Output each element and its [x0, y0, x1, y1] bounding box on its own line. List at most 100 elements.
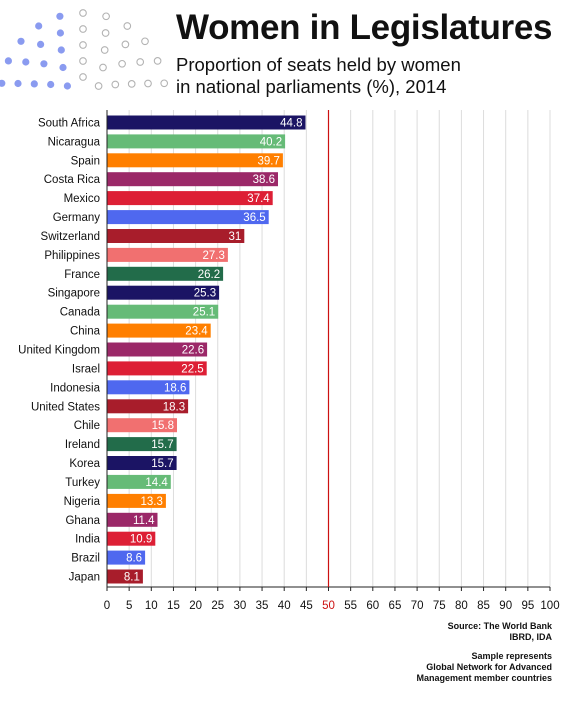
bar [107, 531, 156, 546]
x-tick-label: 75 [433, 600, 446, 612]
seat-dot [22, 58, 30, 66]
x-tick-label: 45 [300, 600, 313, 612]
category-label: Nigeria [64, 496, 101, 508]
x-tick-label: 80 [455, 600, 468, 612]
category-label: Canada [60, 307, 101, 319]
category-label: China [70, 326, 101, 338]
seat-dot [56, 12, 64, 20]
chart-title: Women in Legislatures [176, 8, 553, 47]
x-tick-label: 70 [411, 600, 424, 612]
x-tick-label: 55 [344, 600, 357, 612]
category-label: Japan [69, 572, 100, 584]
bar [107, 172, 278, 187]
category-label: Ghana [65, 515, 100, 527]
seat-dot [40, 60, 48, 68]
x-tick-label: 60 [366, 600, 379, 612]
bar-value-label: 27.3 [203, 250, 225, 262]
chart-subtitle-line-2: in national parliaments (%), 2014 [176, 76, 447, 97]
bar [107, 153, 283, 168]
category-label: India [75, 534, 101, 546]
seat-dot [56, 29, 64, 37]
bar [107, 115, 306, 130]
seat-dot [101, 29, 110, 37]
category-label: Costa Rica [44, 174, 101, 186]
bar [107, 569, 143, 584]
note-line-1: Sample represents [471, 651, 552, 661]
bar-value-label: 18.6 [164, 382, 186, 394]
bar-value-label: 37.4 [247, 193, 270, 205]
x-tick-label: 50 [322, 600, 335, 612]
bar-value-label: 31 [229, 231, 242, 243]
bar-value-label: 15.7 [151, 458, 173, 470]
category-label: South Africa [38, 118, 101, 130]
seat-dot [160, 79, 169, 88]
category-label: Nicaragua [48, 136, 101, 148]
category-label: Ireland [65, 439, 100, 451]
seat-dot [57, 46, 65, 54]
bar [107, 285, 220, 300]
bar [107, 304, 219, 319]
seat-dot [35, 22, 43, 30]
category-label: United States [31, 401, 100, 413]
bar-value-label: 15.8 [152, 420, 174, 432]
category-label: France [64, 269, 100, 281]
category-label: Switzerland [41, 231, 100, 243]
bar [107, 493, 166, 508]
bar [107, 247, 228, 262]
bar [107, 456, 177, 470]
bar [107, 229, 245, 243]
source-line-2: IBRD, IDA [509, 632, 553, 642]
bar-value-label: 38.6 [253, 174, 275, 186]
category-label: Indonesia [50, 382, 100, 394]
bar [107, 210, 269, 225]
seat-dot [30, 80, 38, 88]
category-label: Singapore [48, 288, 100, 300]
seat-dot [118, 59, 126, 68]
bar [107, 437, 177, 452]
seat-dot [100, 46, 109, 54]
x-tick-label: 5 [126, 600, 132, 612]
seat-dot [63, 82, 71, 90]
x-tick-label: 30 [234, 600, 247, 612]
seat-dot [153, 57, 162, 65]
bar [107, 323, 211, 338]
note-line-3: Management member countries [416, 673, 552, 683]
seat-dot [14, 79, 22, 88]
bar-value-label: 39.7 [258, 155, 280, 167]
bar [107, 361, 207, 376]
bar [107, 418, 177, 433]
x-tick-label: 15 [167, 600, 180, 612]
category-label: United Kingdom [18, 345, 100, 357]
bar-value-label: 11.4 [133, 515, 155, 527]
bar [107, 191, 273, 206]
seat-dot [17, 37, 25, 45]
seat-dot [0, 79, 6, 87]
seat-dot [79, 41, 87, 49]
seat-dot [141, 37, 149, 46]
bar [107, 266, 224, 281]
seat-dot [37, 40, 45, 49]
seat-dot [59, 63, 67, 72]
bar [107, 474, 171, 489]
bar-value-label: 22.5 [181, 363, 203, 375]
bar-value-label: 25.1 [193, 307, 215, 319]
x-tick-label: 65 [389, 600, 402, 612]
seat-dot [136, 58, 145, 66]
bar-value-label: 10.9 [130, 534, 152, 546]
bar-value-label: 44.8 [280, 118, 302, 130]
seat-dot [47, 80, 55, 89]
category-label: Korea [69, 458, 100, 470]
bar-value-label: 22.6 [182, 345, 204, 357]
seat-dot [111, 80, 120, 89]
x-tick-label: 90 [499, 600, 512, 612]
bar-value-label: 23.4 [185, 326, 208, 338]
category-label: Spain [71, 155, 100, 167]
source-line-1: Source: The World Bank [447, 621, 552, 631]
category-label: Turkey [65, 477, 100, 489]
bar-value-label: 14.4 [145, 477, 168, 489]
bar-value-label: 26.2 [198, 269, 220, 281]
x-tick-label: 0 [104, 600, 110, 612]
seat-dot [99, 63, 107, 72]
seat-dot [79, 57, 87, 65]
